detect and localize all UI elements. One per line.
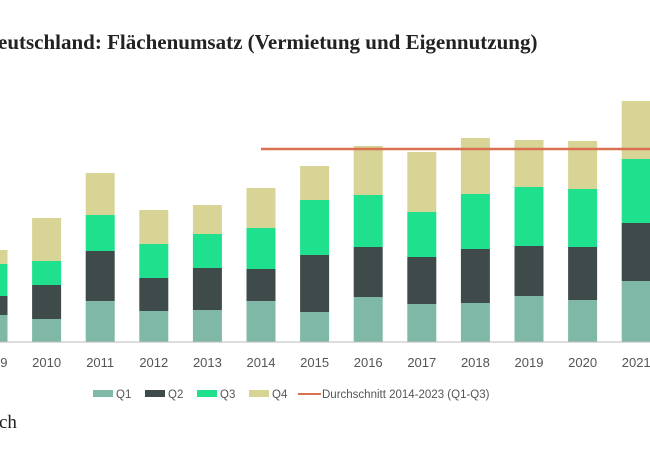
bar-q4-2021 xyxy=(621,101,650,159)
bar-q2-2021 xyxy=(621,223,650,281)
bar-q3-2012 xyxy=(139,244,169,278)
bar-q3-2018 xyxy=(460,194,490,249)
bar-q4-2014 xyxy=(246,188,276,228)
legend-swatch-q1 xyxy=(93,390,113,397)
legend-swatch-q2 xyxy=(145,390,165,397)
bar-q1-2015 xyxy=(300,312,330,342)
x-tick-label: 2019 xyxy=(515,355,544,370)
legend-label-q4: Q4 xyxy=(272,389,288,401)
legend-swatch-q4 xyxy=(249,390,269,397)
bar-q4-2009 xyxy=(0,250,8,264)
legend-label-q2: Q2 xyxy=(168,389,183,401)
legend-label-q3: Q3 xyxy=(220,389,235,401)
bar-q3-2021 xyxy=(621,159,650,223)
bar-q2-2009 xyxy=(0,296,8,315)
bar-q2-2015 xyxy=(300,255,330,312)
bar-q1-2020 xyxy=(568,300,598,342)
bar-q2-2011 xyxy=(85,251,115,301)
bar-q1-2018 xyxy=(460,303,490,342)
bar-q3-2013 xyxy=(192,234,222,268)
bar-q2-2017 xyxy=(407,257,437,304)
bar-q2-2012 xyxy=(139,278,169,311)
bar-q3-2015 xyxy=(300,200,330,255)
bar-q3-2020 xyxy=(568,189,598,247)
legend-swatch-q3 xyxy=(197,390,217,397)
x-tick-label: 2015 xyxy=(300,355,329,370)
x-tick-label: 2018 xyxy=(461,355,490,370)
bar-q1-2012 xyxy=(139,311,169,342)
bar-q4-2016 xyxy=(353,146,383,195)
bar-q2-2020 xyxy=(568,247,598,300)
legend-label-q1: Q1 xyxy=(116,389,131,401)
bar-q1-2013 xyxy=(192,310,222,342)
bar-q4-2015 xyxy=(300,166,330,200)
bar-q4-2018 xyxy=(460,138,490,194)
bar-q3-2019 xyxy=(514,187,544,246)
bar-q4-2019 xyxy=(514,140,544,187)
bar-q1-2011 xyxy=(85,301,115,342)
bar-q2-2013 xyxy=(192,268,222,310)
x-tick-label: 2017 xyxy=(407,355,436,370)
bar-q1-2009 xyxy=(0,315,8,342)
bar-q1-2021 xyxy=(621,281,650,342)
x-tick-label: 2013 xyxy=(193,355,222,370)
bar-q4-2010 xyxy=(32,218,62,261)
bar-q2-2019 xyxy=(514,246,544,296)
bar-q4-2012 xyxy=(139,210,169,244)
x-tick-label: 2010 xyxy=(32,355,61,370)
source-note: ch xyxy=(0,412,17,433)
bar-q3-2014 xyxy=(246,228,276,269)
bar-q1-2019 xyxy=(514,296,544,342)
bar-q1-2010 xyxy=(32,319,62,342)
x-tick-label: 2012 xyxy=(139,355,168,370)
bar-q2-2018 xyxy=(460,249,490,303)
bar-q4-2013 xyxy=(192,205,222,234)
bar-q3-2017 xyxy=(407,212,437,257)
bar-q3-2009 xyxy=(0,264,8,296)
bar-q3-2010 xyxy=(32,261,62,285)
bar-q1-2016 xyxy=(353,297,383,342)
bar-q3-2011 xyxy=(85,215,115,251)
bar-q2-2016 xyxy=(353,247,383,297)
x-tick-label: 2011 xyxy=(86,355,114,370)
x-tick-label: 2014 xyxy=(247,355,276,370)
bar-q4-2017 xyxy=(407,152,437,212)
x-tick-label: 2021 xyxy=(622,355,650,370)
bar-q2-2010 xyxy=(32,285,62,319)
x-tick-label: 2009 xyxy=(0,355,7,370)
bar-q1-2014 xyxy=(246,301,276,342)
bar-q1-2017 xyxy=(407,304,437,342)
bar-q2-2014 xyxy=(246,269,276,301)
bar-q3-2016 xyxy=(353,195,383,247)
chart-title: eutschland: Flächenumsatz (Vermietung un… xyxy=(0,30,538,54)
legend-label-average: Durchschnitt 2014-2023 (Q1-Q3) xyxy=(322,389,490,401)
bar-q4-2011 xyxy=(85,173,115,215)
x-tick-label: 2020 xyxy=(568,355,597,370)
x-tick-label: 2016 xyxy=(354,355,383,370)
